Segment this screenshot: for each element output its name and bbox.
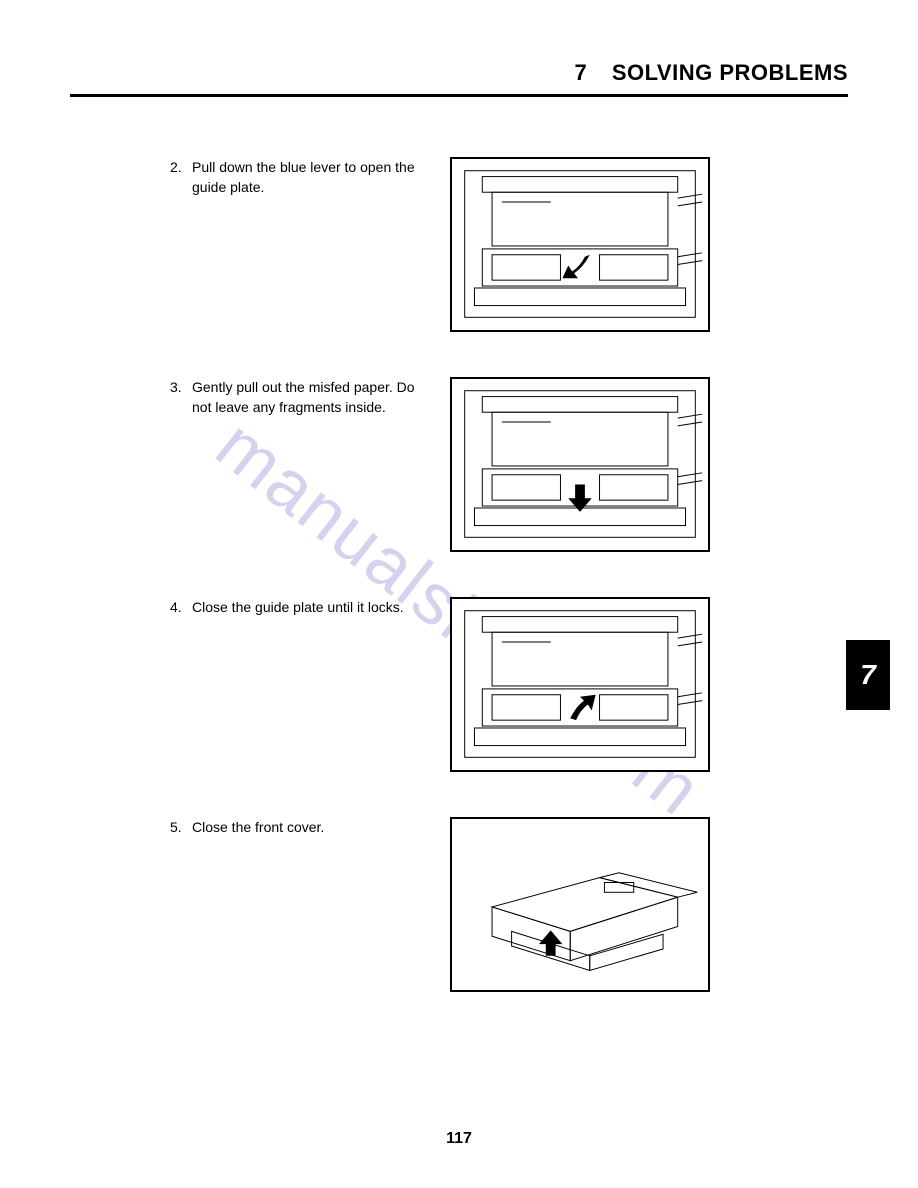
step-text: 2. Pull down the blue lever to open the … (170, 157, 450, 198)
content-area: 2. Pull down the blue lever to open the … (70, 157, 848, 1007)
step-number: 2. (170, 157, 192, 198)
figure-printer-lever (450, 157, 710, 332)
step-body: Pull down the blue lever to open the gui… (192, 157, 435, 198)
step-body: Close the front cover. (192, 817, 435, 837)
step-number: 4. (170, 597, 192, 617)
step-row: 3. Gently pull out the misfed paper. Do … (170, 377, 838, 567)
step-row: 5. Close the front cover. (170, 817, 838, 1007)
step-body: Close the guide plate until it locks. (192, 597, 435, 617)
figure-printer-paper-pull (450, 377, 710, 552)
section-tab: 7 (846, 640, 890, 710)
step-row: 2. Pull down the blue lever to open the … (170, 157, 838, 347)
step-text: 5. Close the front cover. (170, 817, 450, 837)
figure-printer-guide-close (450, 597, 710, 772)
step-text: 3. Gently pull out the misfed paper. Do … (170, 377, 450, 418)
tab-number: 7 (860, 659, 876, 691)
figure-printer-close-cover (450, 817, 710, 992)
chapter-title: SOLVING PROBLEMS (612, 60, 848, 85)
chapter-header: 7 SOLVING PROBLEMS (70, 60, 848, 97)
page-number: 117 (0, 1130, 918, 1148)
step-text: 4. Close the guide plate until it locks. (170, 597, 450, 617)
step-row: 4. Close the guide plate until it locks. (170, 597, 838, 787)
step-number: 3. (170, 377, 192, 418)
step-number: 5. (170, 817, 192, 837)
step-body: Gently pull out the misfed paper. Do not… (192, 377, 435, 418)
chapter-number: 7 (574, 60, 587, 85)
page: 7 SOLVING PROBLEMS manualshive.com 2. Pu… (0, 0, 918, 1188)
